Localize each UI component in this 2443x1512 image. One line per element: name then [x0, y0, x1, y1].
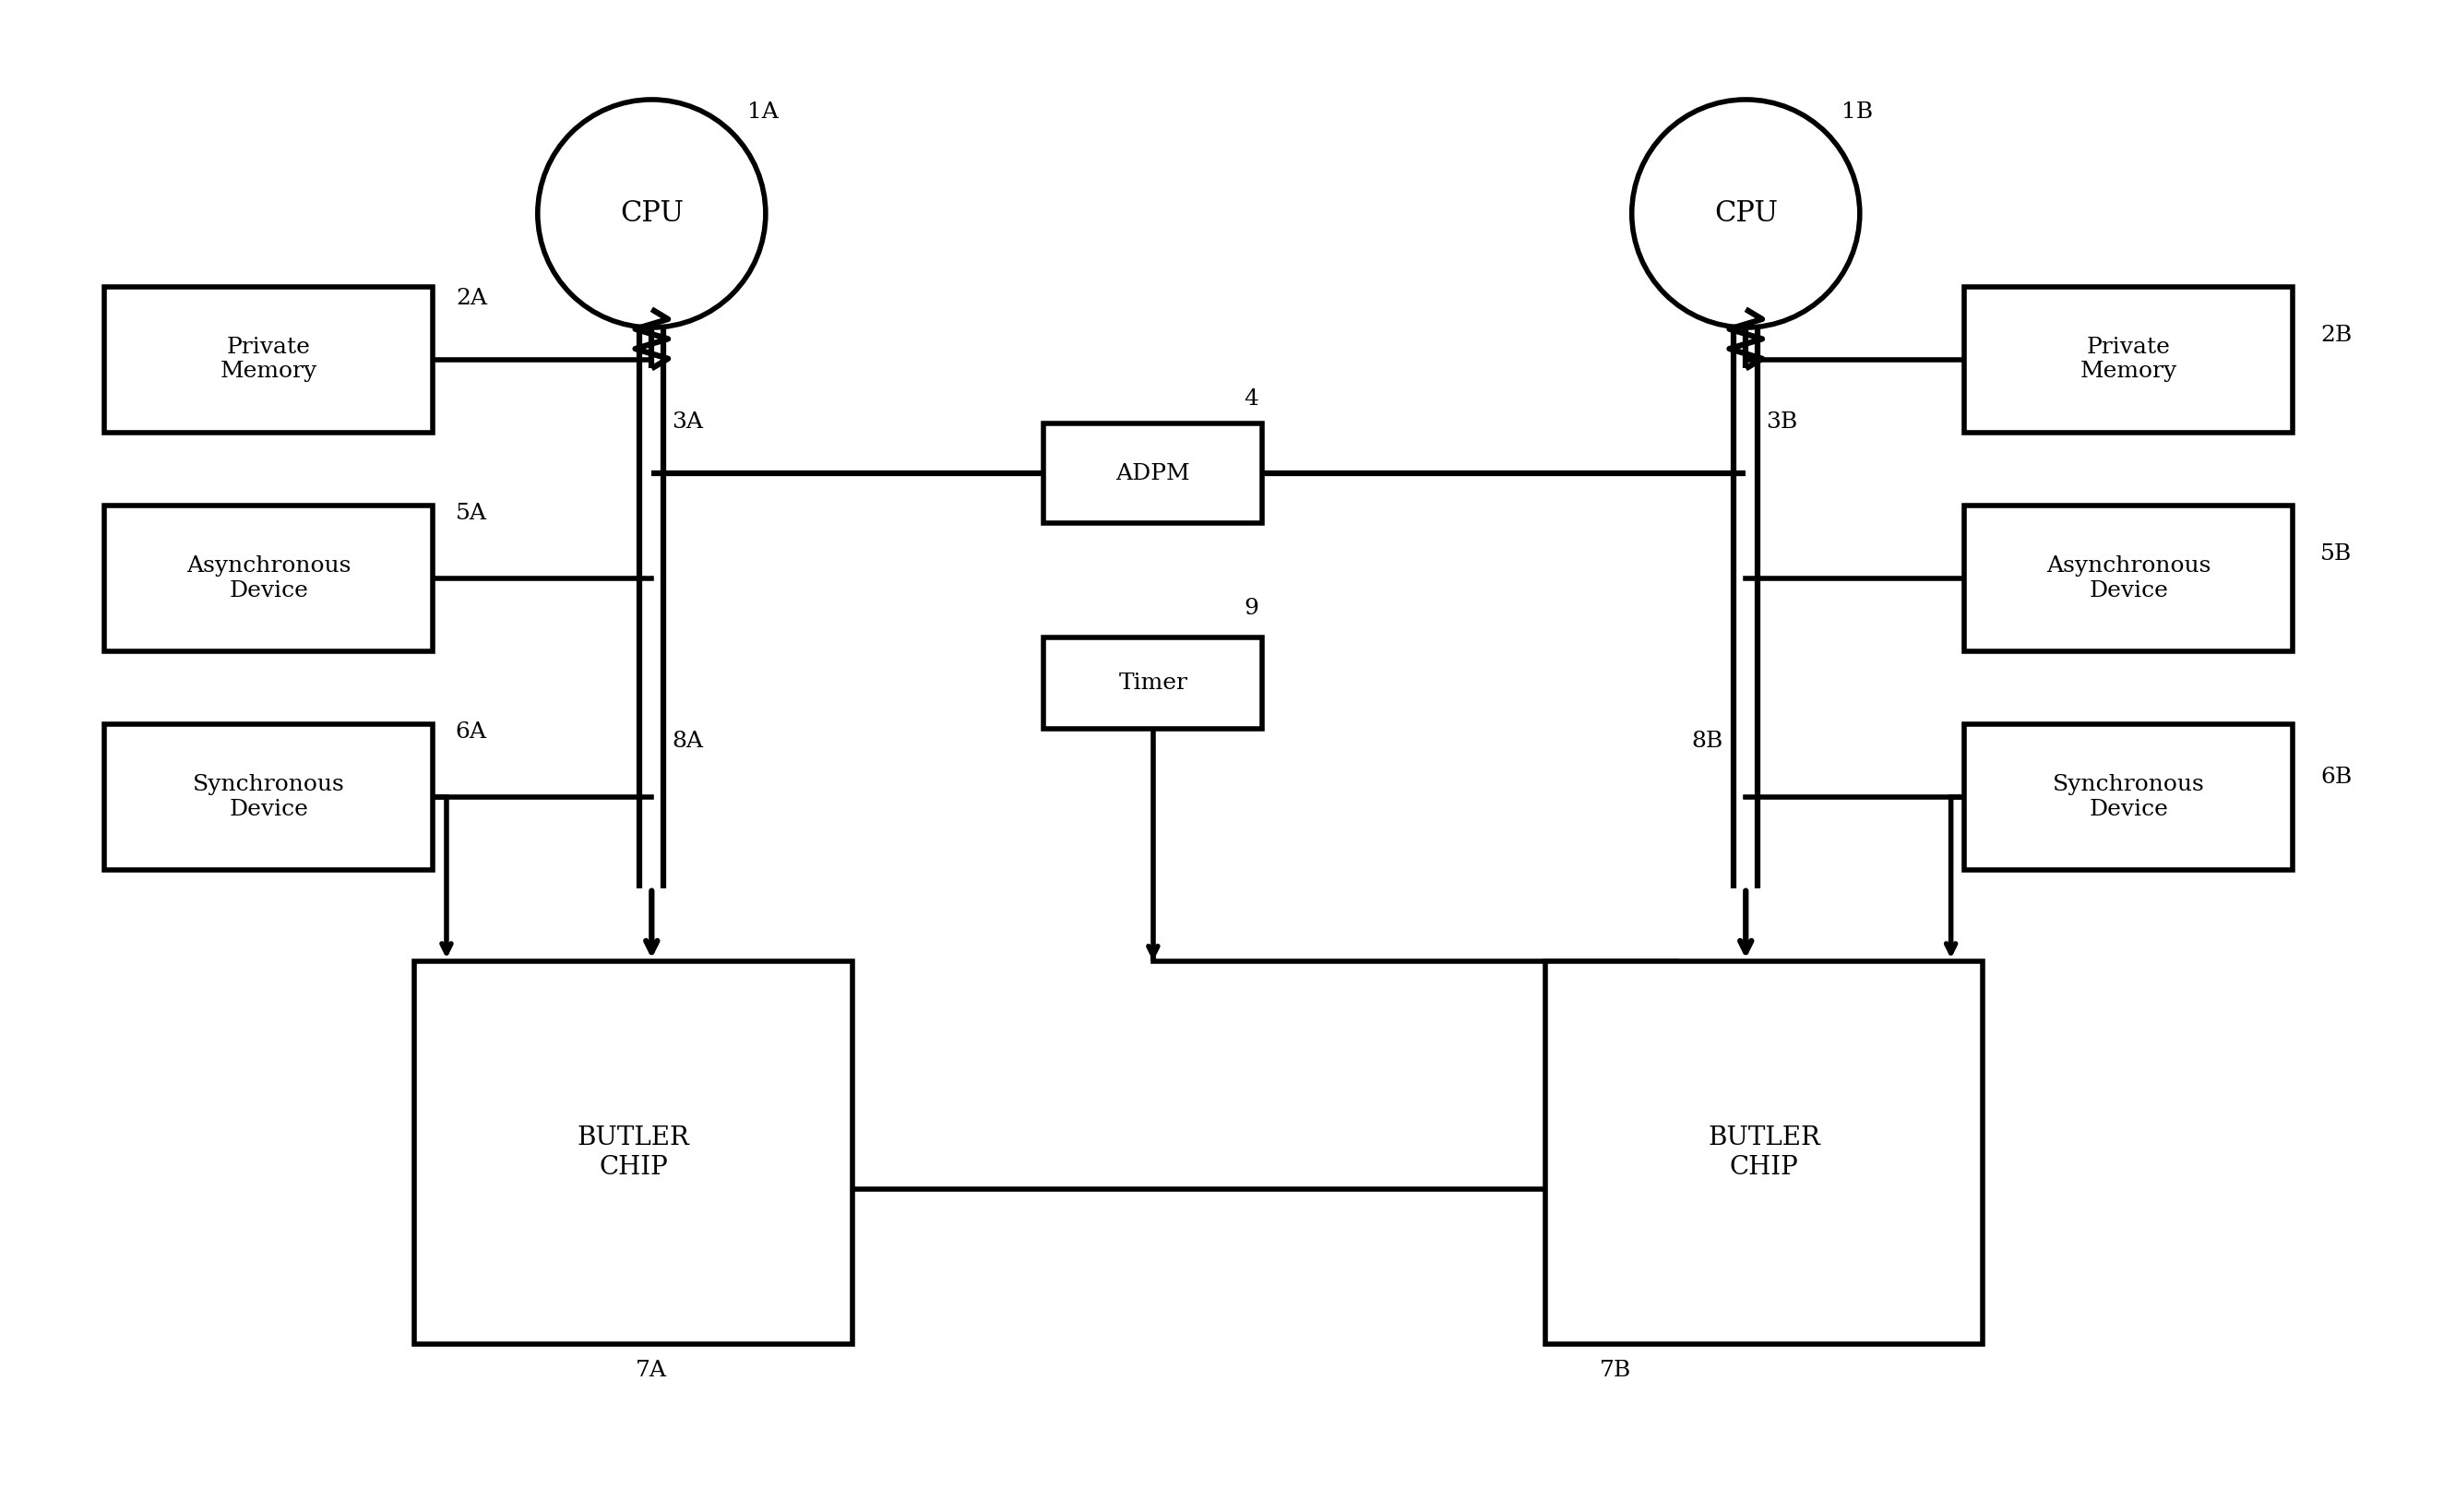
Text: 8A: 8A	[672, 730, 704, 751]
Circle shape	[1632, 100, 1859, 328]
Text: 5B: 5B	[2321, 543, 2353, 564]
Text: Synchronous
Device: Synchronous Device	[193, 774, 344, 820]
Text: 6A: 6A	[454, 721, 486, 742]
Circle shape	[537, 100, 765, 328]
FancyBboxPatch shape	[1043, 423, 1263, 523]
FancyBboxPatch shape	[105, 505, 432, 652]
Text: Timer: Timer	[1119, 673, 1187, 694]
Text: 7A: 7A	[635, 1359, 667, 1380]
Text: 5A: 5A	[454, 502, 486, 523]
Text: 9: 9	[1243, 599, 1258, 620]
Text: 4: 4	[1243, 389, 1258, 410]
Text: Asynchronous
Device: Asynchronous Device	[2047, 555, 2211, 602]
FancyBboxPatch shape	[105, 724, 432, 869]
Text: BUTLER
CHIP: BUTLER CHIP	[577, 1126, 689, 1179]
Text: ADPM: ADPM	[1116, 463, 1190, 484]
Text: 3B: 3B	[1766, 411, 1798, 432]
FancyBboxPatch shape	[105, 286, 432, 432]
Text: 2B: 2B	[2321, 325, 2353, 346]
FancyBboxPatch shape	[415, 962, 853, 1344]
FancyBboxPatch shape	[1964, 505, 2294, 652]
Text: CPU: CPU	[621, 200, 684, 228]
Text: CPU: CPU	[1715, 200, 1779, 228]
Text: 1A: 1A	[748, 101, 779, 122]
Text: 3A: 3A	[672, 411, 704, 432]
Text: Private
Memory: Private Memory	[2079, 337, 2177, 383]
Text: BUTLER
CHIP: BUTLER CHIP	[1708, 1126, 1820, 1179]
Text: Private
Memory: Private Memory	[220, 337, 318, 383]
Text: 7B: 7B	[1600, 1359, 1632, 1380]
FancyBboxPatch shape	[1964, 724, 2294, 869]
Text: Synchronous
Device: Synchronous Device	[2052, 774, 2204, 820]
Text: 1B: 1B	[1842, 101, 1874, 122]
FancyBboxPatch shape	[1964, 286, 2294, 432]
Text: 8B: 8B	[1691, 730, 1722, 751]
Text: 2A: 2A	[454, 289, 486, 310]
Text: Asynchronous
Device: Asynchronous Device	[186, 555, 352, 602]
FancyBboxPatch shape	[1544, 962, 1984, 1344]
FancyBboxPatch shape	[1043, 638, 1263, 729]
Text: 6B: 6B	[2321, 767, 2353, 788]
